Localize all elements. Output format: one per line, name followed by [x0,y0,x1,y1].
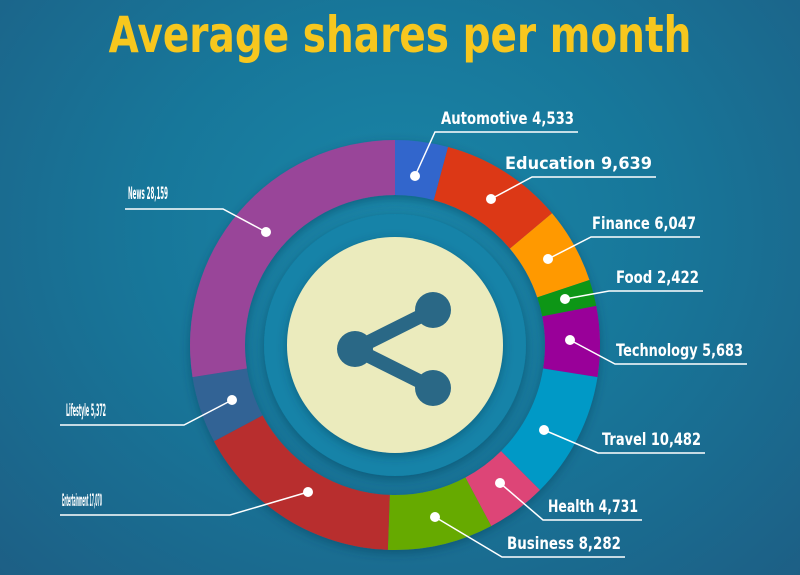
leader-line [564,290,703,300]
leader-line [434,516,625,558]
callout-dot [560,294,570,304]
callout-food: Food 2,422 [560,268,703,304]
leader-line [569,339,747,365]
callout-label: Health 4,731 [548,497,638,517]
callout-label: Lifestyle 5,372 [66,401,106,421]
callout-automotive: Automotive 4,533 [410,109,578,181]
segment-news [190,139,395,378]
leader-line [490,176,656,200]
segment-business [387,477,492,550]
callout-label: Education 9,639 [505,154,652,174]
chart-title: Average shares per month [108,6,692,64]
callout-label: Business 8,282 [507,534,621,554]
callout-label: Finance 6,047 [592,214,696,234]
callout-labels: Automotive 4,533 Education 9,639 Finance 6… [60,109,747,558]
callout-dot [495,478,505,488]
callout-finance: Finance 6,047 [543,214,700,264]
callout-dot [261,227,271,237]
segment-travel [501,368,598,490]
callout-education: Education 9,639 [486,154,656,204]
callout-entertainment: Entertainment 17,070 [60,487,313,516]
callout-label: Entertainment 17,070 [62,491,102,511]
callout-business: Business 8,282 [430,512,625,558]
callout-travel: Travel 10,482 [539,425,705,454]
leader-line [60,399,233,426]
callout-dot [486,194,496,204]
share-icon [337,292,451,406]
leader-line [499,482,642,521]
callout-label: Food 2,422 [616,268,699,288]
callout-lifestyle: Lifestyle 5,372 [60,395,237,426]
callout-dot [543,254,553,264]
leader-line [543,429,705,454]
callout-dot [539,425,549,435]
callout-label: Travel 10,482 [602,430,701,450]
callout-dot [410,171,420,181]
callout-technology: Technology 5,683 [565,335,747,365]
segment-automotive [395,140,449,201]
callout-dot [430,512,440,522]
callout-label: News 28,159 [128,184,168,204]
segment-health [465,451,540,527]
callout-label: Technology 5,683 [616,341,743,361]
leader-line [547,236,700,260]
callout-news: News 28,159 [125,184,271,237]
callout-health: Health 4,731 [495,478,642,521]
center-disc [287,237,503,453]
callout-dot [303,487,313,497]
callout-dot [227,395,237,405]
leader-line [60,491,309,516]
callout-label: Automotive 4,533 [441,109,574,129]
donut-ring [190,139,600,550]
callout-dot [565,335,575,345]
leader-line [125,208,267,233]
segment-lifestyle [192,368,263,442]
segment-entertainment [213,415,390,550]
leader-line [414,131,578,177]
